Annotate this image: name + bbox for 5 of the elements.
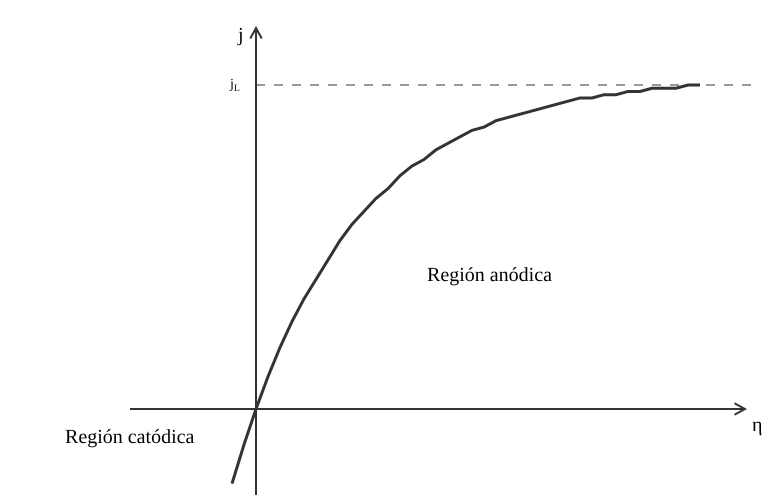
ref-line-label: j$_{L}$ bbox=[229, 77, 240, 94]
annotation: Región anódica bbox=[427, 264, 552, 286]
x-axis-title: η bbox=[752, 414, 762, 436]
y-axis-title: j bbox=[237, 24, 244, 46]
text: Región catódica bbox=[65, 426, 195, 448]
